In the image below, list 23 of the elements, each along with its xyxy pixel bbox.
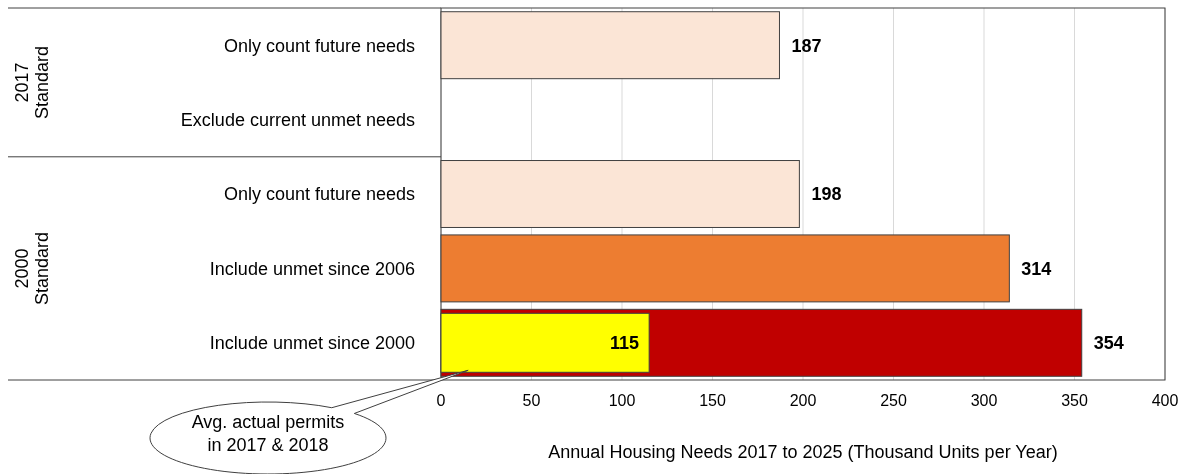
x-tick-label: 150: [699, 392, 726, 409]
data-label: 354: [1093, 333, 1124, 354]
y-tick-label: Exclude current unmet needs: [180, 109, 415, 130]
annotation: Avg. actual permits in 2017 & 2018: [191, 412, 345, 455]
text: 2017 Standard: [12, 45, 52, 119]
data-label: 115: [610, 333, 640, 354]
x-tick-label: 350: [1061, 392, 1088, 409]
x-axis-title: Annual Housing Needs 2017 to 2025 (Thousand Units per Year): [548, 442, 1058, 462]
data-label: 187: [791, 35, 822, 56]
data-label: 314: [1021, 258, 1052, 279]
y-tick-label: Include unmet since 2000: [209, 333, 415, 354]
x-tick-label: 0: [436, 392, 446, 409]
y-tick-label: Only count future needs: [223, 35, 415, 56]
x-tick-label: 250: [880, 392, 907, 409]
y-tick-label: Include unmet since 2006: [209, 258, 415, 279]
x-tick-label: 100: [608, 392, 636, 409]
x-tick-label: 400: [1151, 392, 1179, 409]
x-tick-label: 200: [789, 392, 817, 409]
x-tick-label: 300: [970, 392, 998, 409]
text: 2000 Standard: [12, 231, 52, 305]
y-tick-label: Only count future needs: [223, 184, 415, 205]
x-tick-label: 50: [522, 392, 541, 409]
data-label: 198: [811, 184, 842, 205]
